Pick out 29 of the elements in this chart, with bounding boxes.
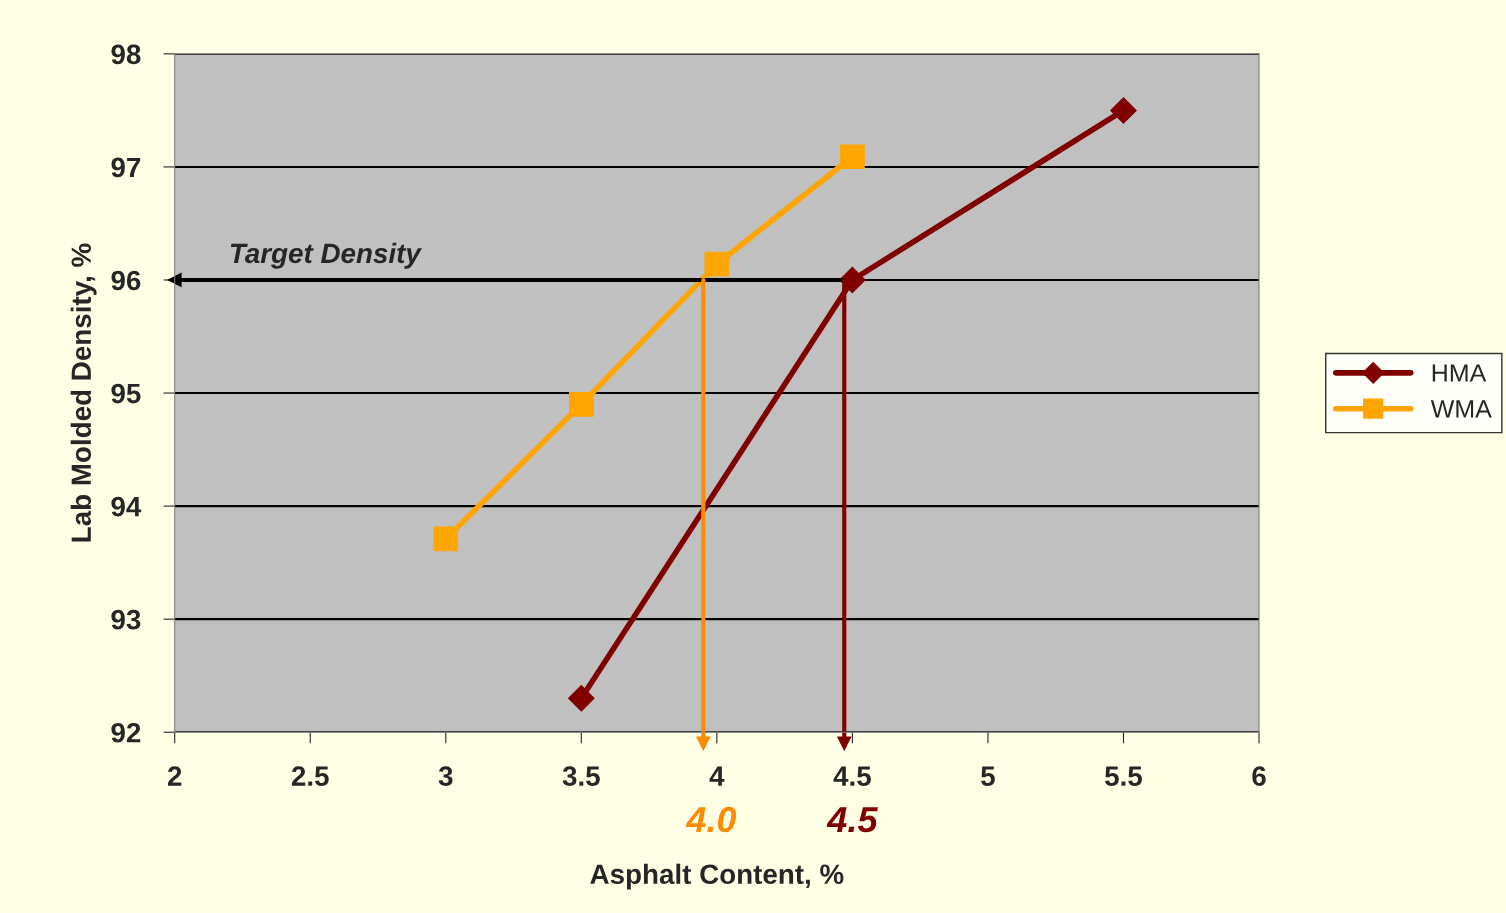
y-tick-label: 95 (111, 383, 141, 404)
ref-line-label: 4.0 (685, 806, 737, 833)
point (568, 685, 595, 712)
y-tick-label: 97 (111, 157, 141, 178)
x-tick-label: 2 (167, 766, 182, 786)
y-axis-title: Lab Molded Density, % (70, 243, 97, 542)
x-axis-title: Asphalt Content, % (590, 863, 844, 890)
x-tick-label: 2.5 (291, 766, 329, 786)
y-tick-label: 94 (111, 496, 142, 517)
y-tick-label: 92 (111, 722, 141, 743)
point (1110, 97, 1137, 124)
point (433, 526, 459, 552)
y-tick-label: 98 (111, 44, 141, 65)
legend-label: WMA (1430, 400, 1492, 418)
legend-label: HMA (1432, 364, 1487, 382)
point (704, 251, 730, 277)
x-tick-label: 3 (438, 766, 453, 786)
point (568, 392, 594, 417)
ref-line-label: Target Density (230, 242, 422, 269)
point (840, 144, 865, 170)
x-tick-label: 4 (709, 766, 725, 786)
ref-line-label: 4.5 (826, 807, 878, 833)
x-tick-label: 3.5 (562, 766, 600, 786)
x-tick-label: 5 (981, 766, 995, 786)
x-tick-label: 4.5 (833, 766, 871, 786)
x-tick-label: 6 (1252, 766, 1266, 786)
y-tick-label: 96 (111, 270, 141, 291)
x-tick-label: 5.5 (1105, 766, 1143, 786)
y-tick-label: 93 (111, 609, 141, 630)
